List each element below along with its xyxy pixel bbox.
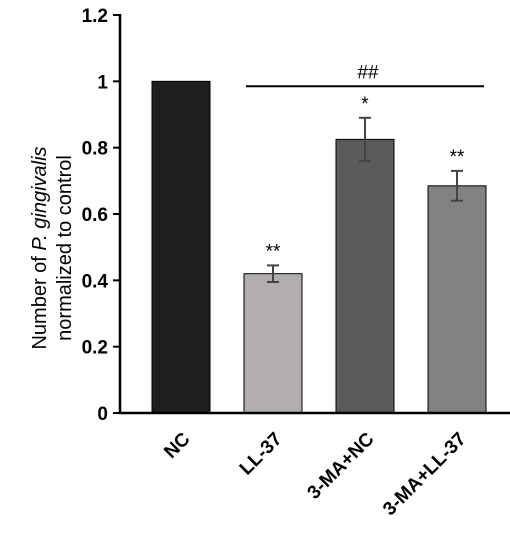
- x-category-label: LL-37: [236, 429, 287, 480]
- x-category-label: 3-MA+LL-37: [379, 429, 470, 520]
- y-axis-title-line1: Number of P. gingivalis: [29, 146, 51, 349]
- bars: [151, 80, 487, 414]
- x-category-label: NC: [160, 428, 194, 462]
- bar-ll-37: [243, 273, 303, 414]
- error-bars: [267, 116, 463, 283]
- axes: [118, 14, 510, 415]
- bar-3-ma-nc: [335, 138, 395, 414]
- y-tick-label: 1.2: [82, 6, 108, 27]
- y-tick-label: 0.6: [82, 205, 108, 226]
- y-tick-label: 0.8: [82, 139, 108, 160]
- bar-nc: [151, 80, 211, 414]
- y-tick-label: 0.2: [82, 338, 108, 359]
- bar-3-ma-ll-37: [427, 185, 487, 414]
- x-axis-categories: NC LL-37 3-MA+NC 3-MA+LL-37: [160, 428, 470, 520]
- y-axis-title-prefix: Number of: [29, 251, 51, 350]
- y-axis-title: Number of P. gingivalis normalized to co…: [29, 146, 76, 349]
- y-tick-label: 1: [97, 72, 108, 93]
- y-tick-label: 0.4: [82, 271, 109, 292]
- significance-marker: *: [361, 94, 369, 115]
- significance-annotations: *****##: [246, 62, 484, 262]
- y-axis-title-line2: normalized to control: [54, 155, 76, 341]
- significance-marker: **: [450, 147, 465, 168]
- y-tick-label: 0: [97, 404, 108, 425]
- comparison-bracket-label: ##: [357, 62, 379, 83]
- y-axis-title-species: P. gingivalis: [29, 146, 51, 250]
- y-axis-ticks: 0 0.2 0.4 0.6 0.8 1 1.2: [82, 6, 120, 425]
- x-category-label: 3-MA+NC: [304, 428, 379, 503]
- significance-marker: **: [266, 241, 281, 262]
